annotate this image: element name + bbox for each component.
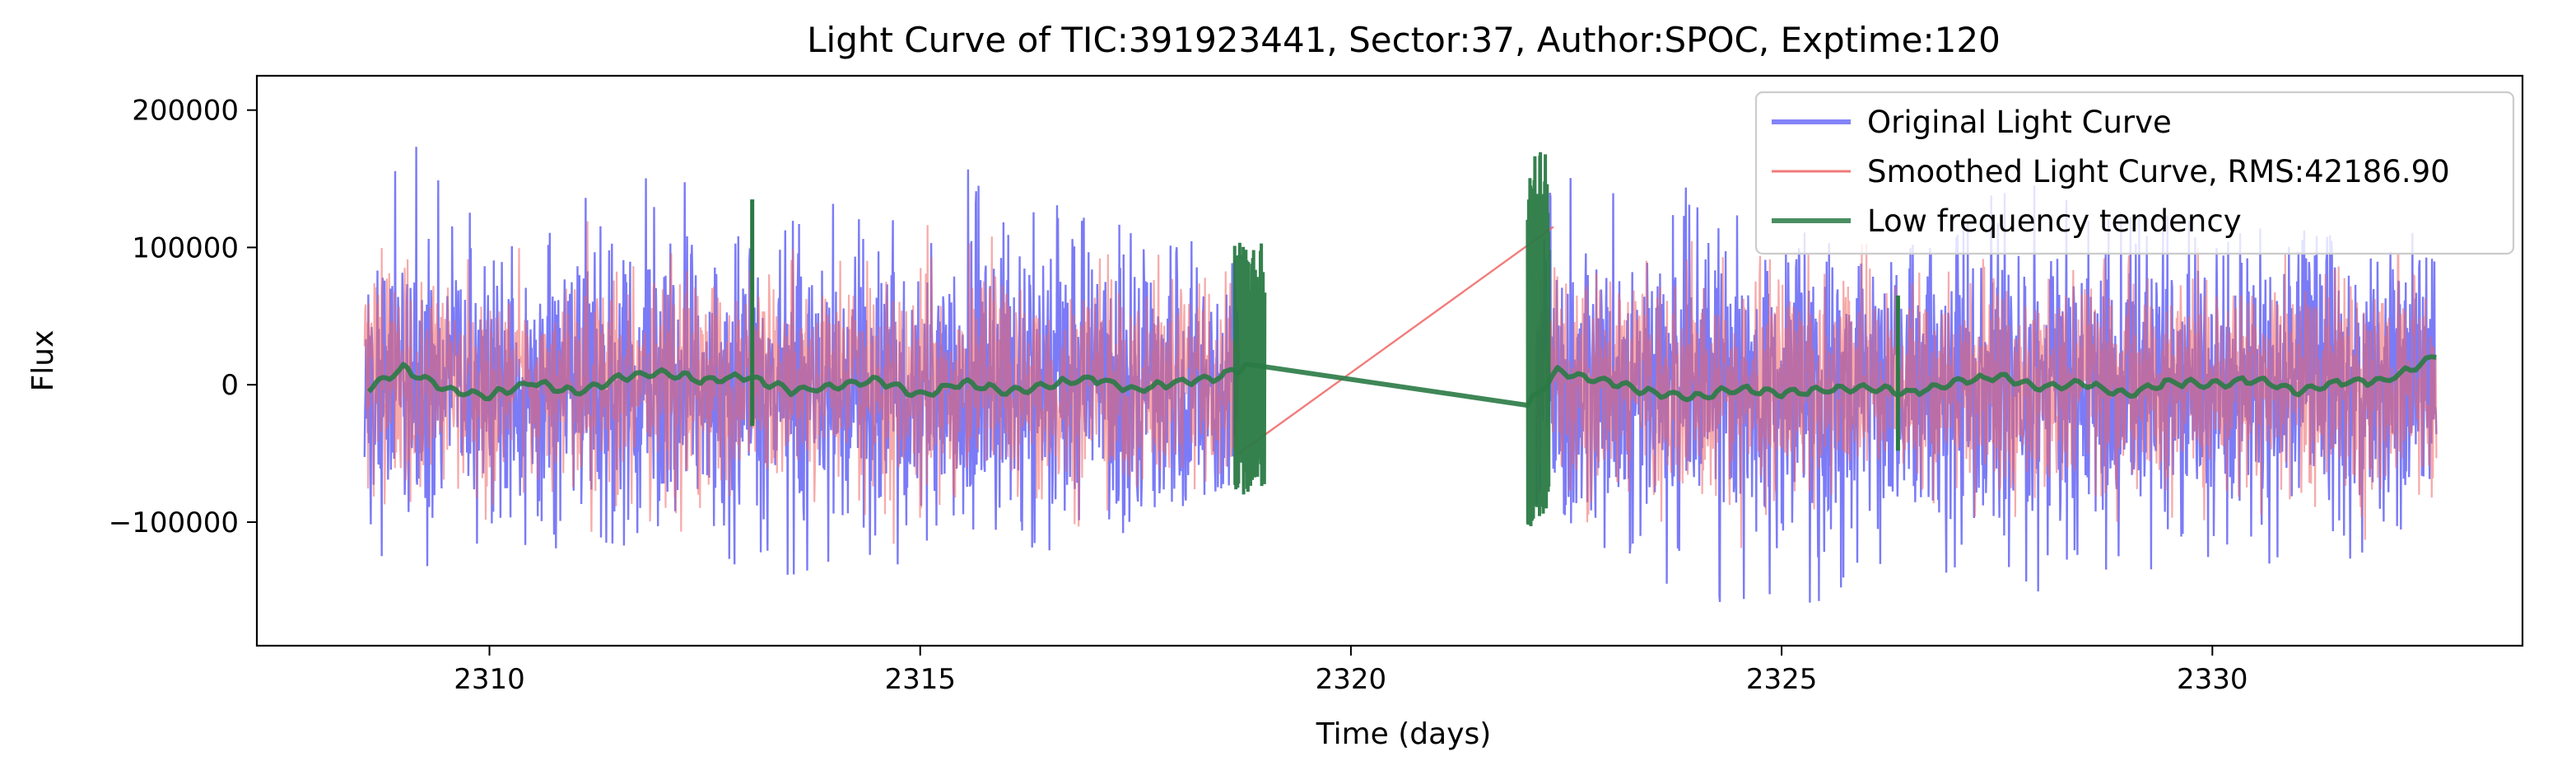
trend-line [366, 354, 2437, 409]
y-axis-label: Flux [26, 330, 60, 392]
legend: Original Light Curve Smoothed Light Curv… [1754, 91, 2515, 255]
x-tick-label: 2315 [884, 663, 956, 696]
trend-dense-band-0 [1232, 242, 1267, 495]
x-tick-label: 2320 [1316, 663, 1387, 696]
x-tick-label: 2330 [2177, 663, 2248, 696]
y-tick-label: 0 [221, 369, 239, 402]
y-tick-label: −100000 [109, 507, 239, 539]
legend-label-smoothed: Smoothed Light Curve, RMS:42186.90 [1867, 154, 2450, 189]
legend-box [1754, 91, 2515, 255]
trend-dense-band-1 [1526, 152, 1551, 526]
x-tick-label: 2310 [454, 663, 525, 696]
series-low-frequency-tendency [366, 152, 2437, 526]
legend-label-original: Original Light Curve [1867, 105, 2172, 140]
plot-frame [255, 74, 2524, 647]
y-tick-label: 200000 [132, 95, 239, 128]
x-axis: 2310 2315 2320 2325 2330 [454, 646, 2248, 696]
plot-data [363, 147, 2438, 603]
legend-label-trend: Low frequency tendency [1867, 203, 2242, 239]
x-tick-label: 2325 [1746, 663, 1818, 696]
chart-title: Light Curve of TIC:391923441, Sector:37,… [807, 20, 2001, 60]
y-axis: 200000 100000 0 −100000 [109, 95, 257, 539]
smoothed-curve-segment-0 [363, 221, 1240, 544]
y-tick-label: 100000 [132, 231, 239, 264]
smoothed-curve-gap-bridge [1238, 226, 1554, 455]
x-axis-label: Time (days) [1316, 717, 1492, 751]
